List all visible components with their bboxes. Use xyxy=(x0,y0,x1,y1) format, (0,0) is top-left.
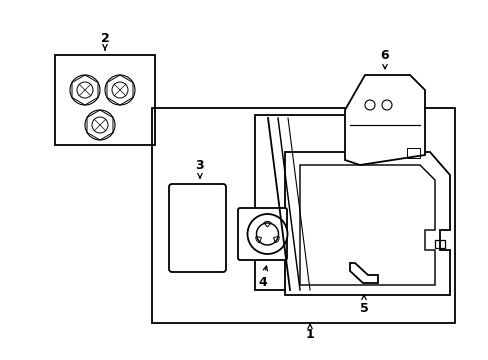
Text: 4: 4 xyxy=(258,266,267,288)
Polygon shape xyxy=(254,115,384,290)
Text: 5: 5 xyxy=(359,295,367,315)
Text: 2: 2 xyxy=(101,32,109,50)
Text: 3: 3 xyxy=(195,158,204,178)
Circle shape xyxy=(247,214,287,254)
Text: 1: 1 xyxy=(305,323,314,342)
Polygon shape xyxy=(349,263,377,283)
Polygon shape xyxy=(285,152,449,295)
Bar xyxy=(152,108,454,323)
FancyBboxPatch shape xyxy=(238,208,286,260)
Bar xyxy=(55,55,155,145)
Polygon shape xyxy=(299,165,434,285)
Polygon shape xyxy=(170,185,224,270)
FancyBboxPatch shape xyxy=(169,184,225,272)
Polygon shape xyxy=(345,75,424,165)
Text: 6: 6 xyxy=(380,49,388,69)
